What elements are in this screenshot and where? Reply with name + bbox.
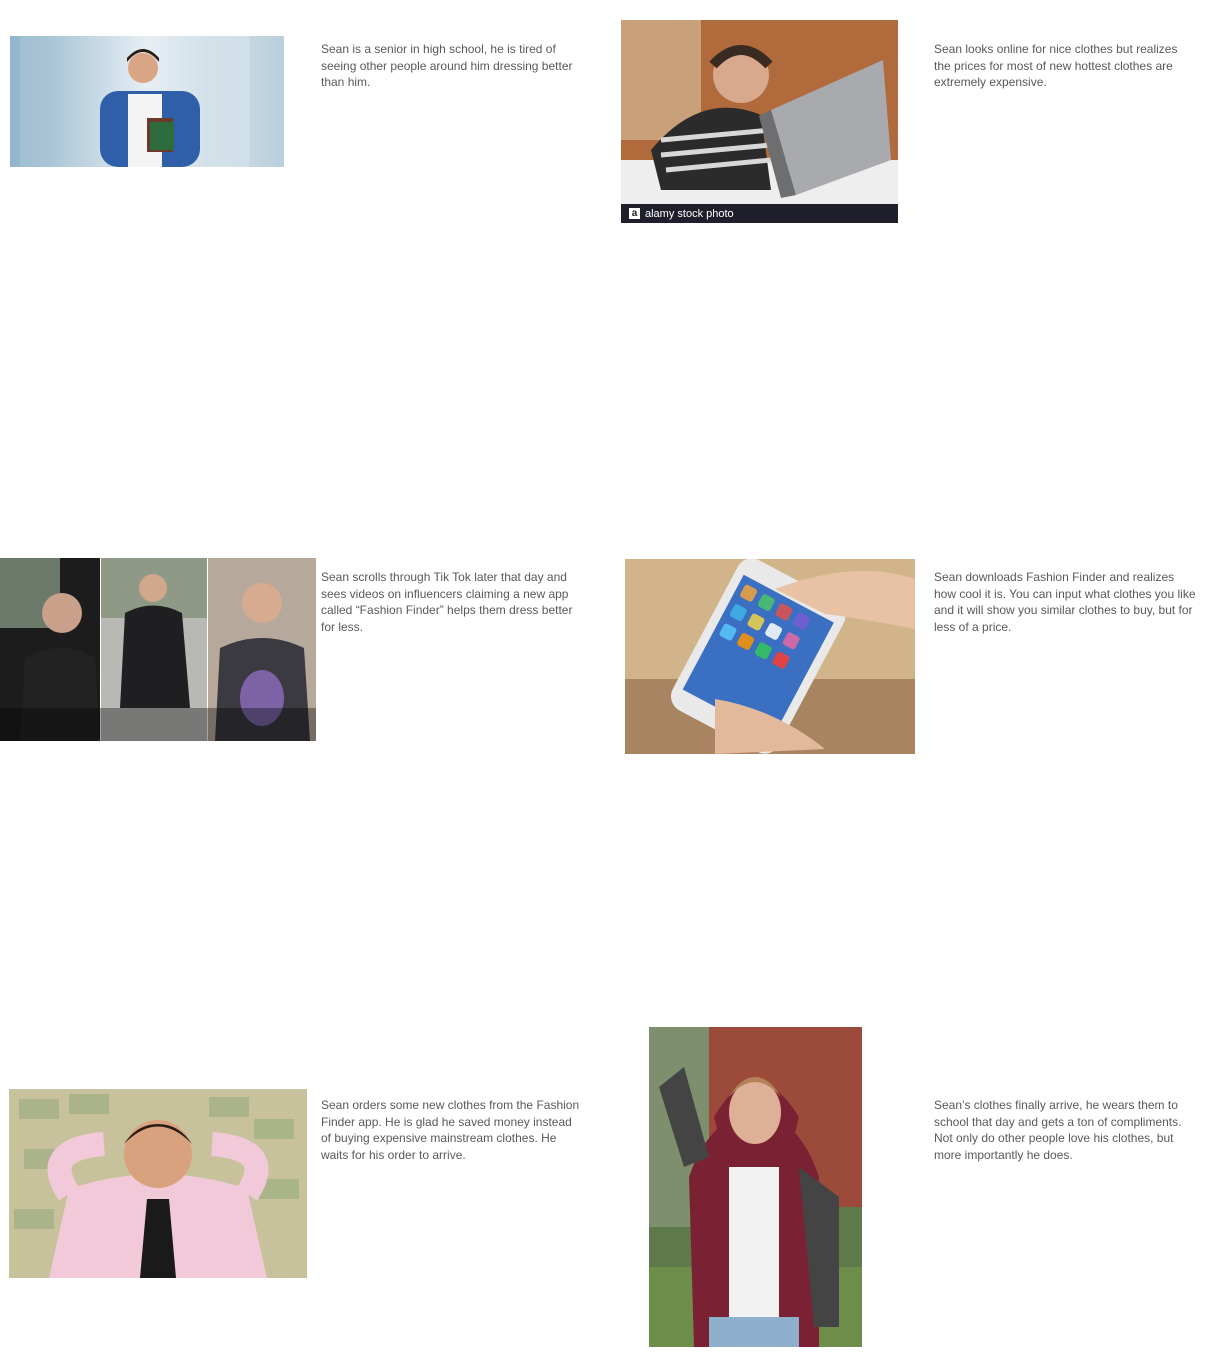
panel-2-caption: Sean looks online for nice clothes but r… bbox=[934, 42, 1178, 89]
panel-1-caption: Sean is a senior in high school, he is t… bbox=[321, 42, 573, 89]
panel-4-caption: Sean downloads Fashion Finder and realiz… bbox=[934, 570, 1196, 634]
photo-man-in-hoodie bbox=[649, 1027, 862, 1347]
photo-shocked-man-laptop: a alamy stock photo bbox=[621, 20, 898, 223]
watermark-text: alamy stock photo bbox=[645, 207, 734, 220]
photo-man-on-money bbox=[9, 1089, 307, 1278]
panel-5-caption: Sean orders some new clothes from the Fa… bbox=[321, 1098, 580, 1162]
alamy-logo-icon: a bbox=[629, 208, 640, 219]
panel-6-caption: Sean’s clothes finally arrive, he wears … bbox=[934, 1098, 1182, 1162]
panel-3-caption: Sean scrolls through Tik Tok later that … bbox=[321, 570, 573, 634]
photo-iphone-in-hands bbox=[625, 559, 915, 754]
photo-tiktok-screenshots bbox=[0, 558, 316, 741]
photo-student-with-books bbox=[10, 36, 284, 167]
alamy-watermark-bar: a alamy stock photo bbox=[621, 204, 898, 223]
